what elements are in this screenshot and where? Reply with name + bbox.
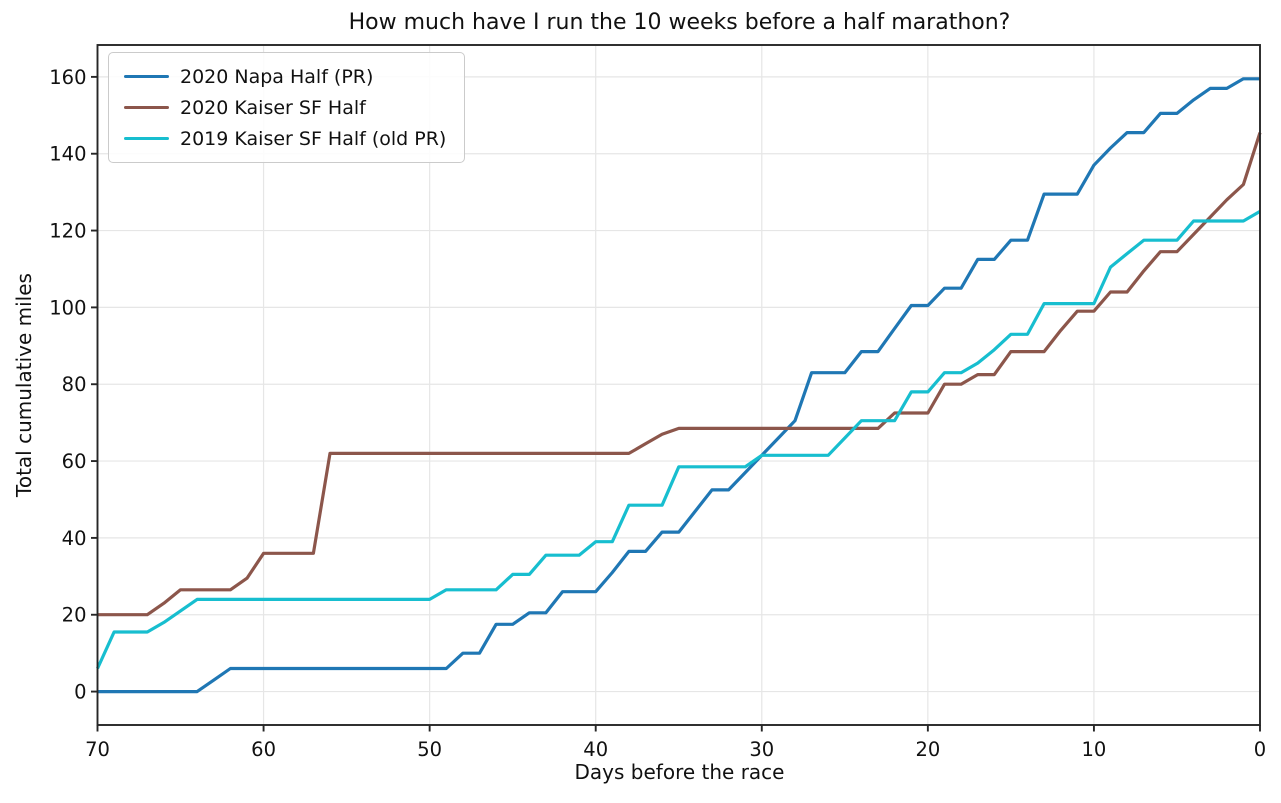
x-tick-label-0: 0 — [1254, 738, 1266, 761]
chart-title: How much have I run the 10 weeks before … — [348, 10, 1011, 35]
x-tick-label-60: 60 — [251, 738, 276, 761]
y-tick-label-160: 160 — [49, 66, 86, 89]
y-tick-label-20: 20 — [62, 604, 87, 627]
y-tick-label-100: 100 — [49, 296, 86, 319]
x-axis-label: Days before the race — [574, 760, 785, 784]
legend-item-2020-kaiser-sf-half: 2020 Kaiser SF Half — [124, 92, 446, 123]
x-tick-label-20: 20 — [915, 738, 940, 761]
x-tick-label-30: 30 — [749, 738, 774, 761]
x-tick-label-50: 50 — [417, 738, 442, 761]
series-line-2019-kaiser-sf-half-old-pr — [96, 210, 1261, 670]
legend-line-swatch-cyan — [124, 136, 169, 141]
series-line-2020-kaiser-sf-half — [97, 132, 1262, 617]
y-tick-label-80: 80 — [62, 373, 87, 396]
x-tick-label-40: 40 — [583, 738, 608, 761]
y-axis-label: Total cumulative miles — [12, 273, 36, 497]
y-tick-label-40: 40 — [62, 527, 87, 550]
legend-item-2020-napa-half: 2020 Napa Half (PR) — [124, 61, 446, 92]
legend-line-swatch-blue — [124, 74, 169, 79]
x-tick-label-10: 10 — [1082, 738, 1107, 761]
y-tick-label-120: 120 — [49, 220, 86, 243]
legend: 2020 Napa Half (PR) 2020 Kaiser SF Half … — [108, 52, 466, 163]
y-tick-label-0: 0 — [74, 681, 86, 704]
x-tick-label-70: 70 — [85, 738, 110, 761]
legend-label: 2020 Napa Half (PR) — [180, 65, 374, 88]
legend-item-2019-kaiser-sf-half: 2019 Kaiser SF Half (old PR) — [124, 123, 446, 154]
series-line-2020-napa-half-pr — [97, 77, 1260, 694]
y-tick-label-60: 60 — [62, 450, 87, 473]
legend-label: 2020 Kaiser SF Half — [180, 96, 366, 119]
legend-line-swatch-brown — [124, 105, 169, 110]
y-tick-label-140: 140 — [49, 143, 86, 166]
legend-label: 2019 Kaiser SF Half (old PR) — [180, 127, 447, 150]
